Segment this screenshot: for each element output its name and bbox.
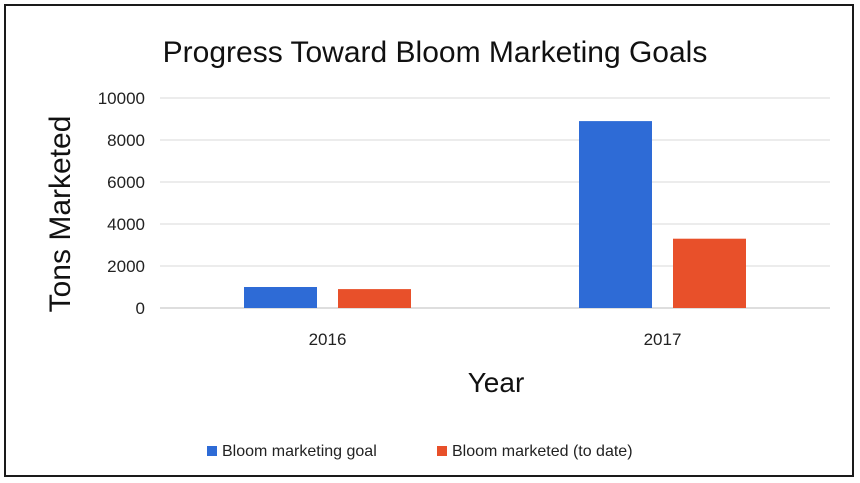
y-tick-label: 2000 <box>107 257 145 276</box>
x-tick-label: 2017 <box>644 330 682 349</box>
y-axis-ticks: 0 2000 4000 6000 8000 10000 <box>98 89 145 318</box>
x-axis-label: Year <box>468 367 525 398</box>
legend: Bloom marketing goal Bloom marketed (to d… <box>207 443 633 460</box>
bar <box>673 238 746 308</box>
bars <box>244 121 746 308</box>
chart-title: Progress Toward Bloom Marketing Goals <box>163 36 708 69</box>
y-tick-label: 8000 <box>107 131 145 150</box>
y-tick-label: 6000 <box>107 173 145 192</box>
bar <box>338 289 411 308</box>
legend-label: Bloom marketed (to date) <box>452 443 633 460</box>
x-axis-ticks: 2016 2017 <box>309 330 682 349</box>
y-tick-label: 0 <box>136 299 145 318</box>
y-tick-label: 4000 <box>107 215 145 234</box>
legend-swatch <box>437 446 447 456</box>
x-tick-label: 2016 <box>309 330 347 349</box>
bar <box>244 287 317 308</box>
legend-label: Bloom marketing goal <box>222 443 377 460</box>
bar <box>579 121 652 308</box>
y-tick-label: 10000 <box>98 89 145 108</box>
legend-swatch <box>207 446 217 456</box>
y-axis-label: Tons Marketed <box>44 116 77 313</box>
